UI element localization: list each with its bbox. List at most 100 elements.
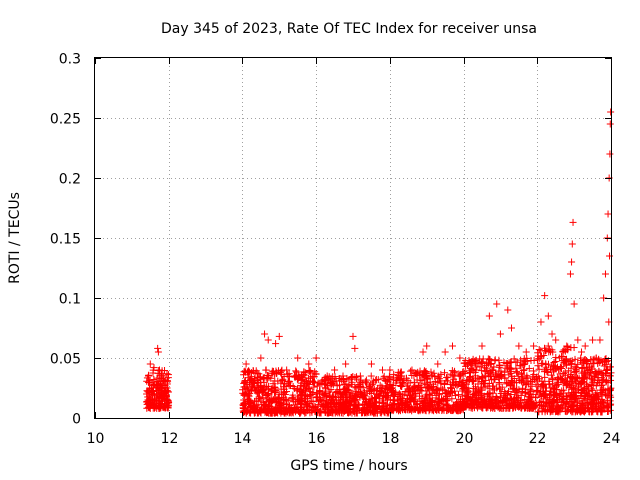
data-point: [394, 368, 402, 376]
data-point: [269, 380, 277, 388]
data-point: [271, 403, 279, 411]
data-point: [374, 376, 382, 384]
x-tick-label: 14: [234, 431, 252, 447]
data-point: [351, 409, 359, 417]
data-point: [330, 402, 338, 410]
data-point: [319, 391, 327, 399]
data-point: [407, 367, 415, 375]
data-point: [329, 373, 337, 381]
y-tick-label: 0: [72, 412, 81, 428]
data-point: [357, 407, 365, 415]
data-point: [311, 368, 319, 376]
data-point: [360, 394, 368, 402]
data-point: [290, 405, 298, 413]
x-tick-label: 22: [529, 431, 547, 447]
data-point: [448, 367, 456, 375]
data-point: [240, 399, 248, 407]
data-point: [162, 393, 170, 401]
data-point: [246, 368, 254, 376]
data-point: [154, 369, 162, 377]
data-point: [284, 378, 292, 386]
data-point: [320, 390, 328, 398]
data-point: [254, 395, 262, 403]
data-point: [296, 388, 304, 396]
data-point: [313, 382, 321, 390]
data-point: [143, 400, 151, 408]
x-tick-label: 24: [603, 431, 621, 447]
data-point: [375, 394, 383, 402]
data-point: [282, 382, 290, 390]
data-point: [425, 390, 433, 398]
data-point: [288, 395, 296, 403]
data-point: [448, 395, 456, 403]
data-point: [271, 389, 279, 397]
data-point: [302, 401, 310, 409]
data-point: [260, 401, 268, 409]
data-point: [248, 404, 256, 412]
chart-title: Day 345 of 2023, Rate Of TEC Index for r…: [161, 21, 537, 37]
data-point: [260, 386, 268, 394]
data-point: [369, 377, 377, 385]
data-point: [363, 406, 371, 414]
data-point: [250, 384, 258, 392]
data-point: [251, 409, 259, 417]
data-point: [342, 384, 350, 392]
data-point: [303, 379, 311, 387]
data-point: [320, 406, 328, 414]
data-point: [341, 407, 349, 415]
data-point: [246, 403, 254, 411]
data-point: [332, 377, 340, 385]
data-point: [450, 379, 458, 387]
data-point: [415, 386, 423, 394]
data-point: [248, 377, 256, 385]
data-point: [267, 374, 275, 382]
y-tick-label: 0.1: [59, 292, 81, 308]
data-point: [430, 369, 438, 377]
data-point: [386, 374, 394, 382]
data-point: [314, 401, 322, 409]
data-point: [368, 381, 376, 389]
data-point: [384, 377, 392, 385]
data-point: [421, 393, 429, 401]
data-point: [382, 393, 390, 401]
data-point: [417, 386, 425, 394]
data-point: [277, 398, 285, 406]
x-tick-label: 10: [87, 431, 105, 447]
data-point: [367, 372, 375, 380]
data-point: [291, 384, 299, 392]
data-point: [294, 396, 302, 404]
x-tick-label: 20: [456, 431, 474, 447]
data-point: [279, 390, 287, 398]
data-point: [302, 386, 310, 394]
data-point: [390, 397, 398, 405]
data-point: [264, 403, 272, 411]
data-point: [428, 372, 436, 380]
data-point: [294, 375, 302, 383]
y-tick-label: 0.15: [50, 232, 81, 248]
data-point: [242, 408, 250, 416]
data-point: [285, 409, 293, 417]
data-point: [420, 402, 428, 410]
data-point: [287, 403, 295, 411]
data-point: [383, 392, 391, 400]
y-axis-label: ROTI / TECUs: [7, 192, 23, 284]
data-point: [152, 398, 160, 406]
data-point: [274, 377, 282, 385]
data-point: [289, 398, 297, 406]
data-point: [161, 404, 169, 412]
data-point: [451, 392, 459, 400]
data-point: [268, 367, 276, 375]
data-point: [328, 379, 336, 387]
x-tick-label: 18: [382, 431, 400, 447]
data-point: [347, 380, 355, 388]
data-point: [370, 385, 378, 393]
data-point: [309, 377, 317, 385]
data-point: [244, 367, 252, 375]
data-point: [444, 373, 452, 381]
data-point: [268, 394, 276, 402]
y-tick-label: 0.2: [59, 172, 81, 188]
data-point: [348, 373, 356, 381]
data-point: [327, 398, 335, 406]
data-point: [392, 379, 400, 387]
data-point: [155, 394, 163, 402]
